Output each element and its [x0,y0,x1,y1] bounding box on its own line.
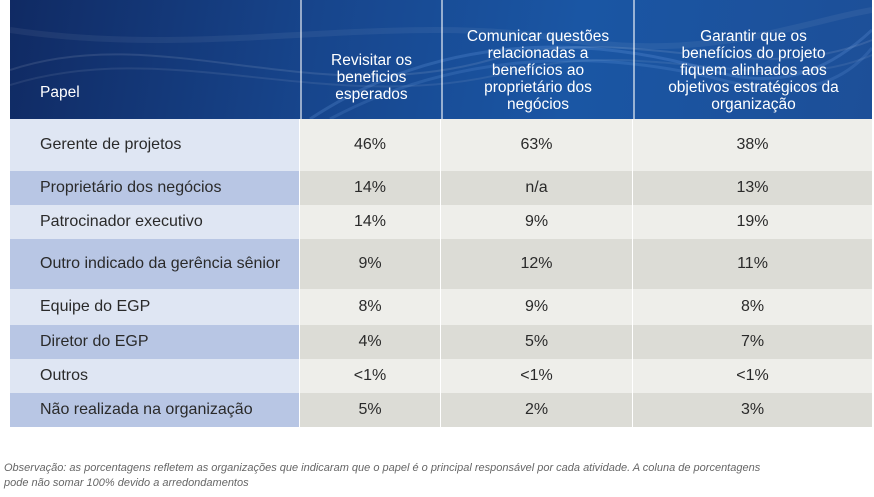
role-cell: Outros [10,359,300,393]
header-line: organização [711,96,796,113]
value-cell: 3% [633,393,872,427]
header-line: Garantir que os [700,28,807,45]
header-line: relacionadas a [487,45,589,62]
role-cell: Proprietário dos negócios [10,171,300,205]
value-cell: 63% [441,119,633,171]
value-cell: <1% [633,359,872,393]
value-cell: 2% [441,393,633,427]
footnote-line: Observação: as porcentagens refletem as … [4,462,761,474]
header-line: beneficios [336,69,407,86]
value-cell: 8% [633,289,872,325]
role-cell: Equipe do EGP [10,289,300,325]
value-cell: 7% [633,325,872,359]
value-cell: n/a [441,171,633,205]
header-role: Papel [10,0,300,119]
table-row: Diretor do EGP 4% 5% 7% [10,325,872,359]
table-row: Não realizada na organização 5% 2% 3% [10,393,872,427]
value-cell: 12% [441,239,633,289]
header-line: negócios [506,96,570,113]
value-cell: <1% [441,359,633,393]
table-header: Papel Revisitar os beneficios esperados … [10,0,872,119]
header-align-benefits: Garantir que os benefícios do projeto fi… [633,0,872,119]
value-cell: 5% [441,325,633,359]
value-cell: 5% [300,393,441,427]
header-revisit-benefits: Revisitar os beneficios esperados [300,0,441,119]
value-cell: 9% [300,239,441,289]
role-cell: Patrocinador executivo [10,205,300,239]
role-cell: Diretor do EGP [10,325,300,359]
header-line: proprietário dos [484,79,592,96]
role-cell: Gerente de projetos [10,119,300,171]
value-cell: <1% [300,359,441,393]
value-cell: 19% [633,205,872,239]
header-line: Comunicar questões [466,28,610,45]
value-cell: 4% [300,325,441,359]
header-line: objetivos estratégicos da [668,79,839,96]
role-cell: Outro indicado da gerência sênior [10,239,300,289]
value-cell: 11% [633,239,872,289]
value-cell: 13% [633,171,872,205]
value-cell: 14% [300,205,441,239]
value-cell: 8% [300,289,441,325]
value-cell: 46% [300,119,441,171]
footnote-line: pode não somar 100% devido a arredondame… [4,477,249,489]
header-line: fiquem alinhados aos [680,62,827,79]
value-cell: 38% [633,119,872,171]
data-table: Papel Revisitar os beneficios esperados … [10,0,872,427]
table-row: Equipe do EGP 8% 9% 8% [10,289,872,325]
header-communicate-issues: Comunicar questões relacionadas a benefí… [441,0,633,119]
table-row: Outros <1% <1% <1% [10,359,872,393]
header-line: benefícios ao [491,62,585,79]
value-cell: 14% [300,171,441,205]
header-line: esperados [335,86,408,103]
table-row: Proprietário dos negócios 14% n/a 13% [10,171,872,205]
value-cell: 9% [441,289,633,325]
header-wave-decoration [10,7,872,119]
header-line: benefícios do projeto [681,45,826,62]
table-row: Outro indicado da gerência sênior 9% 12%… [10,239,872,289]
footnote: Observação: as porcentagens refletem as … [4,461,804,491]
role-label: Outro indicado da gerência sênior [40,255,281,272]
header-line: Revisitar os [331,52,412,69]
table-row: Patrocinador executivo 14% 9% 19% [10,205,872,239]
value-cell: 9% [441,205,633,239]
table-row: Gerente de projetos 46% 63% 38% [10,119,872,171]
role-cell: Não realizada na organização [10,393,300,427]
header-role-label: Papel [40,84,80,101]
